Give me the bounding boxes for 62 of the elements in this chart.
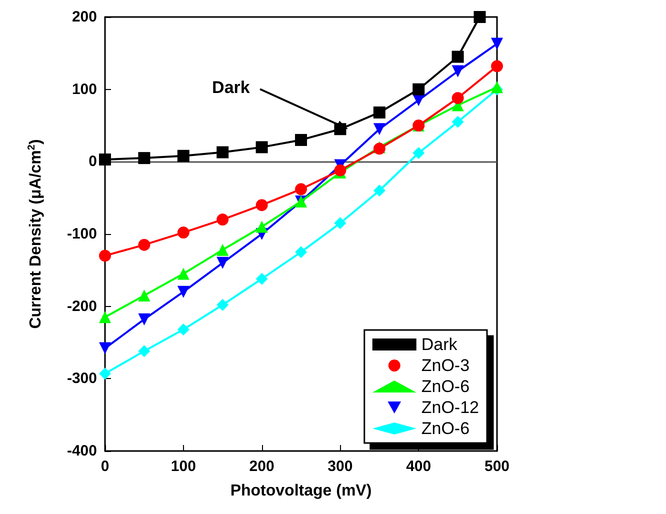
point (452, 92, 464, 104)
point (256, 272, 268, 285)
point (177, 268, 190, 280)
point (256, 141, 268, 154)
point (216, 298, 229, 311)
x-tick-label: 100 (170, 458, 196, 475)
point (177, 150, 190, 162)
point (256, 199, 268, 212)
legend-label: Dark (421, 335, 458, 354)
legend-label: ZnO-6 (421, 377, 470, 396)
point (216, 146, 229, 158)
point (138, 152, 150, 164)
point (177, 286, 190, 298)
point (138, 313, 150, 326)
point (412, 83, 425, 96)
point (177, 226, 190, 239)
point (452, 50, 464, 63)
point (373, 106, 386, 118)
point (452, 65, 464, 78)
point (373, 184, 386, 197)
point (295, 246, 307, 258)
x-tick-label: 400 (406, 458, 432, 475)
point (99, 342, 111, 354)
point (334, 217, 346, 230)
x-tick-label: 500 (484, 458, 510, 475)
point (177, 323, 190, 336)
point (138, 289, 150, 302)
x-axis-title: Photovoltage (mV) (230, 482, 372, 500)
x-tick-label: 300 (328, 458, 353, 475)
point (452, 116, 464, 128)
y-axis-title: Current Density (μA/cm2) (26, 139, 44, 329)
point (491, 38, 503, 50)
point (216, 244, 229, 256)
point (99, 368, 111, 380)
point (295, 134, 307, 146)
point (474, 11, 486, 23)
point (216, 256, 229, 269)
y-tick-label: 0 (88, 153, 97, 170)
point (99, 311, 111, 324)
x-tick-label: 0 (100, 458, 110, 475)
point (216, 214, 229, 226)
y-tick-label: -400 (66, 442, 97, 460)
legend-label: ZnO-12 (421, 398, 480, 417)
y-tick-label: -200 (66, 298, 97, 315)
y-tick-label: -300 (66, 370, 97, 388)
point (99, 153, 111, 166)
point (99, 250, 111, 262)
y-tick-label: 200 (72, 8, 97, 26)
point (373, 123, 386, 136)
legend-label: ZnO-3 (421, 356, 470, 375)
point (334, 164, 346, 176)
point (491, 60, 503, 72)
annotation: Dark (212, 78, 250, 98)
point (295, 183, 307, 196)
point (138, 345, 150, 358)
point (412, 146, 425, 159)
x-tick-label: 200 (249, 458, 274, 475)
point (256, 220, 268, 233)
point (138, 238, 150, 251)
legend-label: ZnO-6 (421, 419, 470, 438)
y-tick-label: 100 (72, 80, 97, 98)
y-tick-label: -100 (66, 226, 97, 242)
